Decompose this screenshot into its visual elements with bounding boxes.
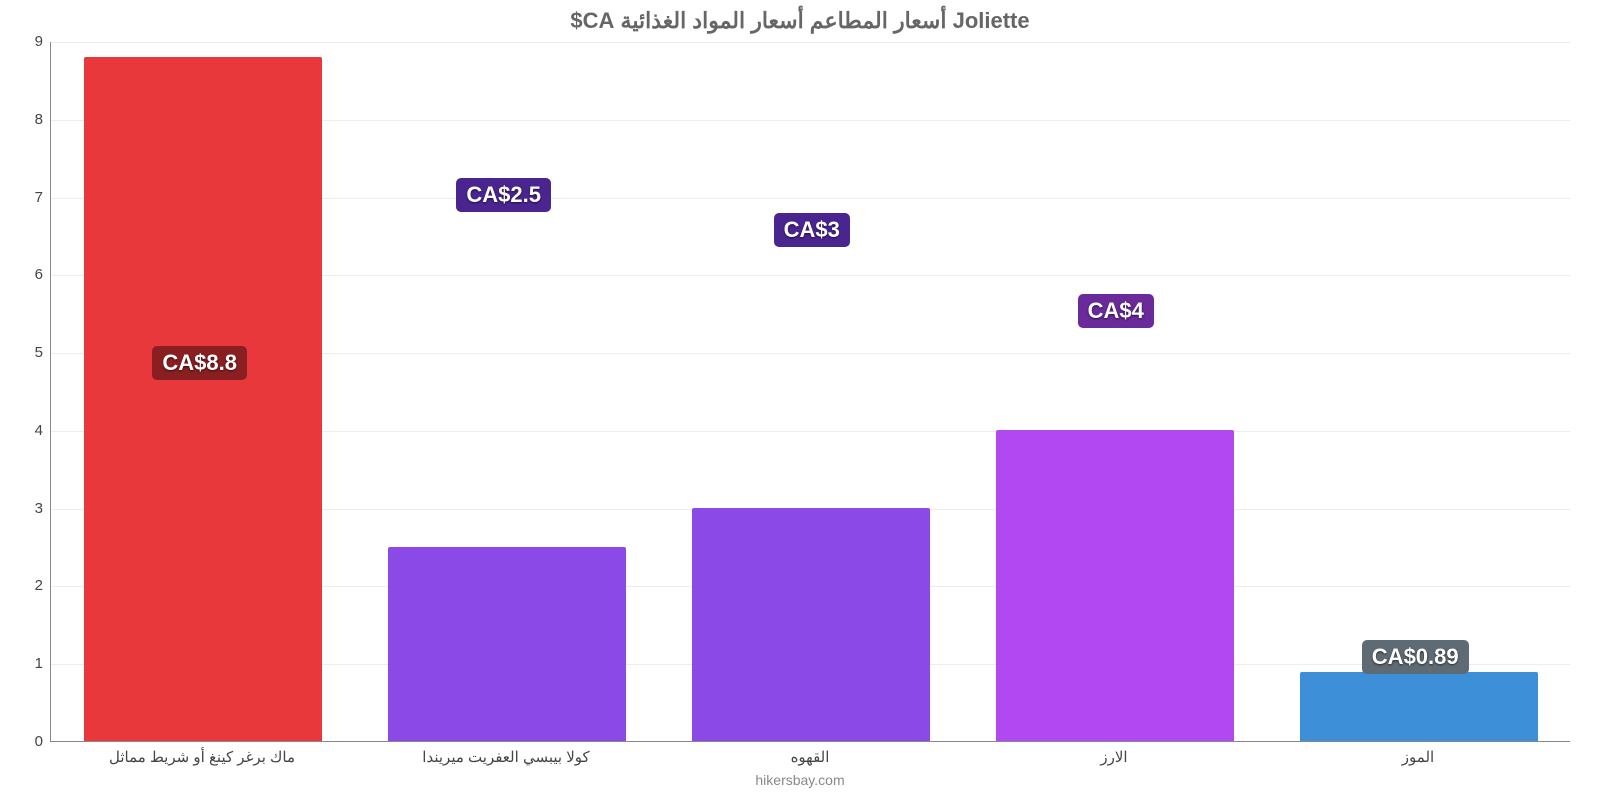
y-tick-label: 5 bbox=[15, 344, 43, 361]
y-tick-label: 3 bbox=[15, 500, 43, 517]
y-tick-label: 0 bbox=[15, 733, 43, 750]
chart-title: Joliette أسعار المطاعم أسعار المواد الغذ… bbox=[0, 8, 1600, 34]
x-category-label: القهوه bbox=[658, 748, 962, 766]
y-tick-label: 6 bbox=[15, 266, 43, 283]
credit-label: hikersbay.com bbox=[0, 772, 1600, 788]
y-tick-label: 4 bbox=[15, 422, 43, 439]
plot-area bbox=[50, 42, 1570, 742]
x-category-label: كولا بيبسي العفريت ميريندا bbox=[354, 748, 658, 766]
value-badge: CA$0.89 bbox=[1362, 640, 1469, 674]
chart-container: Joliette أسعار المطاعم أسعار المواد الغذ… bbox=[0, 0, 1600, 800]
y-tick-label: 2 bbox=[15, 577, 43, 594]
value-badge: CA$2.5 bbox=[456, 178, 551, 212]
x-category-label: ماك برغر كينغ أو شريط مماثل bbox=[50, 748, 354, 766]
y-tick-label: 7 bbox=[15, 189, 43, 206]
x-category-label: الارز bbox=[962, 748, 1266, 766]
gridline bbox=[51, 42, 1570, 43]
bar bbox=[388, 547, 625, 741]
bar bbox=[84, 57, 321, 741]
x-category-label: الموز bbox=[1266, 748, 1570, 766]
value-badge: CA$3 bbox=[774, 213, 850, 247]
y-tick-label: 9 bbox=[15, 33, 43, 50]
y-tick-label: 8 bbox=[15, 111, 43, 128]
value-badge: CA$8.8 bbox=[152, 346, 247, 380]
y-tick-label: 1 bbox=[15, 655, 43, 672]
bar bbox=[996, 430, 1233, 741]
value-badge: CA$4 bbox=[1078, 294, 1154, 328]
bar bbox=[1300, 672, 1537, 741]
bar bbox=[692, 508, 929, 741]
